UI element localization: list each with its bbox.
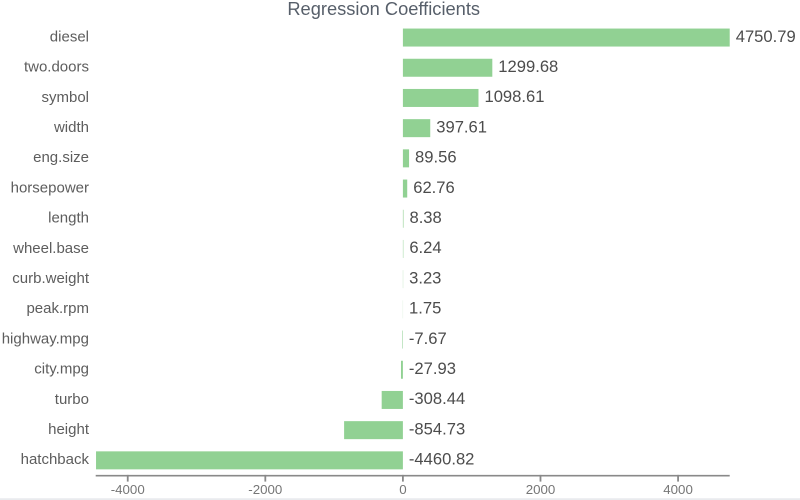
svg-text:4000: 4000 [663, 482, 693, 497]
svg-text:-308.44: -308.44 [409, 389, 465, 408]
svg-text:4750.79: 4750.79 [736, 27, 796, 46]
svg-text:-2000: -2000 [248, 482, 282, 497]
svg-text:0: 0 [399, 482, 406, 497]
svg-text:-4000: -4000 [111, 482, 145, 497]
svg-text:1098.61: 1098.61 [484, 87, 544, 106]
svg-text:-27.93: -27.93 [409, 359, 456, 378]
svg-text:diesel: diesel [50, 28, 89, 45]
svg-text:hatchback: hatchback [21, 451, 90, 468]
svg-text:1.75: 1.75 [409, 299, 441, 318]
svg-text:length: length [48, 210, 89, 227]
svg-text:turbo: turbo [55, 391, 89, 408]
svg-text:Regression Coefficients: Regression Coefficients [287, 0, 480, 19]
svg-text:397.61: 397.61 [436, 117, 487, 136]
svg-text:curb.weight: curb.weight [12, 270, 90, 287]
svg-text:highway.mpg: highway.mpg [2, 330, 89, 347]
svg-text:peak.rpm: peak.rpm [26, 300, 89, 317]
svg-text:-7.67: -7.67 [409, 329, 447, 348]
svg-text:62.76: 62.76 [413, 178, 455, 197]
svg-text:1299.68: 1299.68 [498, 57, 558, 76]
svg-text:width: width [53, 119, 89, 136]
svg-text:89.56: 89.56 [415, 148, 457, 167]
svg-text:horsepower: horsepower [11, 179, 89, 196]
svg-text:2000: 2000 [526, 482, 556, 497]
svg-text:city.mpg: city.mpg [34, 361, 89, 378]
svg-text:symbol: symbol [41, 89, 89, 106]
svg-text:eng.size: eng.size [33, 149, 89, 166]
svg-text:8.38: 8.38 [409, 208, 441, 227]
svg-text:3.23: 3.23 [409, 268, 441, 287]
svg-text:6.24: 6.24 [409, 238, 441, 257]
svg-text:-4460.82: -4460.82 [409, 450, 475, 469]
svg-text:wheel.base: wheel.base [12, 240, 89, 257]
svg-text:height: height [48, 421, 90, 438]
svg-text:two.doors: two.doors [24, 59, 89, 76]
svg-text:-854.73: -854.73 [409, 419, 465, 438]
